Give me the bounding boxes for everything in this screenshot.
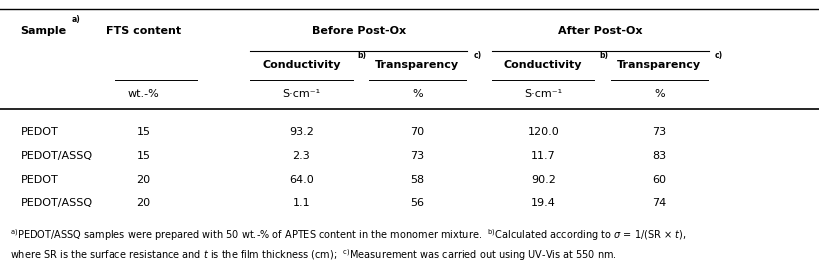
Text: Sample: Sample (20, 26, 66, 36)
Text: 15: 15 (136, 127, 151, 137)
Text: PEDOT: PEDOT (20, 127, 58, 137)
Text: Transparency: Transparency (617, 60, 700, 70)
Text: 83: 83 (651, 151, 666, 161)
Text: Conductivity: Conductivity (262, 60, 340, 70)
Text: 20: 20 (136, 174, 151, 185)
Text: 90.2: 90.2 (530, 174, 555, 185)
Text: 73: 73 (651, 127, 666, 137)
Text: 93.2: 93.2 (288, 127, 314, 137)
Text: 73: 73 (410, 151, 424, 161)
Text: c): c) (473, 51, 481, 60)
Text: %: % (654, 89, 663, 99)
Text: 58: 58 (410, 174, 424, 185)
Text: 11.7: 11.7 (530, 151, 555, 161)
Text: $^{\mathregular{a)}}$PEDOT/ASSQ samples were prepared with 50 wt.-% of APTES con: $^{\mathregular{a)}}$PEDOT/ASSQ samples … (10, 227, 686, 243)
Text: wt.-%: wt.-% (128, 89, 159, 99)
Text: 2.3: 2.3 (292, 151, 310, 161)
Text: 1.1: 1.1 (292, 198, 310, 209)
Text: 20: 20 (136, 198, 151, 209)
Text: Transparency: Transparency (375, 60, 459, 70)
Text: 60: 60 (651, 174, 666, 185)
Text: 19.4: 19.4 (530, 198, 555, 209)
Text: After Post-Ox: After Post-Ox (558, 26, 642, 36)
Text: S·cm⁻¹: S·cm⁻¹ (282, 89, 320, 99)
Text: Conductivity: Conductivity (504, 60, 581, 70)
Text: %: % (412, 89, 422, 99)
Text: a): a) (71, 15, 80, 24)
Text: 15: 15 (136, 151, 151, 161)
Text: 56: 56 (410, 198, 424, 209)
Text: 64.0: 64.0 (288, 174, 314, 185)
Text: FTS content: FTS content (106, 26, 181, 36)
Text: PEDOT/ASSQ: PEDOT/ASSQ (20, 151, 93, 161)
Text: c): c) (714, 51, 722, 60)
Text: PEDOT: PEDOT (20, 174, 58, 185)
Text: where SR is the surface resistance and $t$ is the film thickness (cm);  $^{\math: where SR is the surface resistance and $… (10, 247, 616, 263)
Text: b): b) (357, 51, 365, 60)
Text: S·cm⁻¹: S·cm⁻¹ (523, 89, 562, 99)
Text: PEDOT/ASSQ: PEDOT/ASSQ (20, 198, 93, 209)
Text: 74: 74 (651, 198, 666, 209)
Text: 120.0: 120.0 (527, 127, 559, 137)
Text: 70: 70 (410, 127, 424, 137)
Text: b): b) (598, 51, 607, 60)
Text: Before Post-Ox: Before Post-Ox (311, 26, 405, 36)
